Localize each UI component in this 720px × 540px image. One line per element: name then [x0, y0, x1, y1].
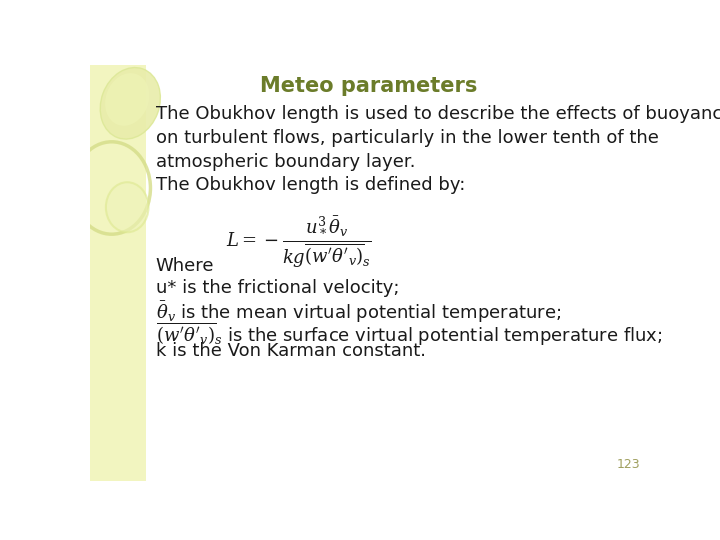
Text: $\overline{(w'\theta'_v)}_s$ is the surface virtual potential temperature flux;: $\overline{(w'\theta'_v)}_s$ is the surf… [156, 320, 662, 348]
Text: 123: 123 [616, 458, 640, 471]
Text: u* is the frictional velocity;: u* is the frictional velocity; [156, 279, 400, 297]
Bar [90, 65, 145, 481]
Text: Meteo parameters: Meteo parameters [261, 76, 477, 96]
Ellipse shape [100, 68, 161, 139]
Text: $L = -\dfrac{u_*^3\bar{\theta}_v}{kg\overline{(w'\theta'_v)}_s}$: $L = -\dfrac{u_*^3\bar{\theta}_v}{kg\ove… [225, 215, 372, 270]
Text: The Obukhov length is defined by:: The Obukhov length is defined by: [156, 177, 465, 194]
Ellipse shape [106, 182, 148, 232]
Text: $\bar{\theta}_v$ is the mean virtual potential temperature;: $\bar{\theta}_v$ is the mean virtual pot… [156, 300, 561, 325]
Text: k is the Von Karman constant.: k is the Von Karman constant. [156, 342, 426, 360]
Text: The Obukhov length is used to describe the effects of buoyancy
on turbulent flow: The Obukhov length is used to describe t… [156, 105, 720, 171]
Ellipse shape [105, 73, 149, 126]
Text: Where: Where [156, 257, 215, 275]
